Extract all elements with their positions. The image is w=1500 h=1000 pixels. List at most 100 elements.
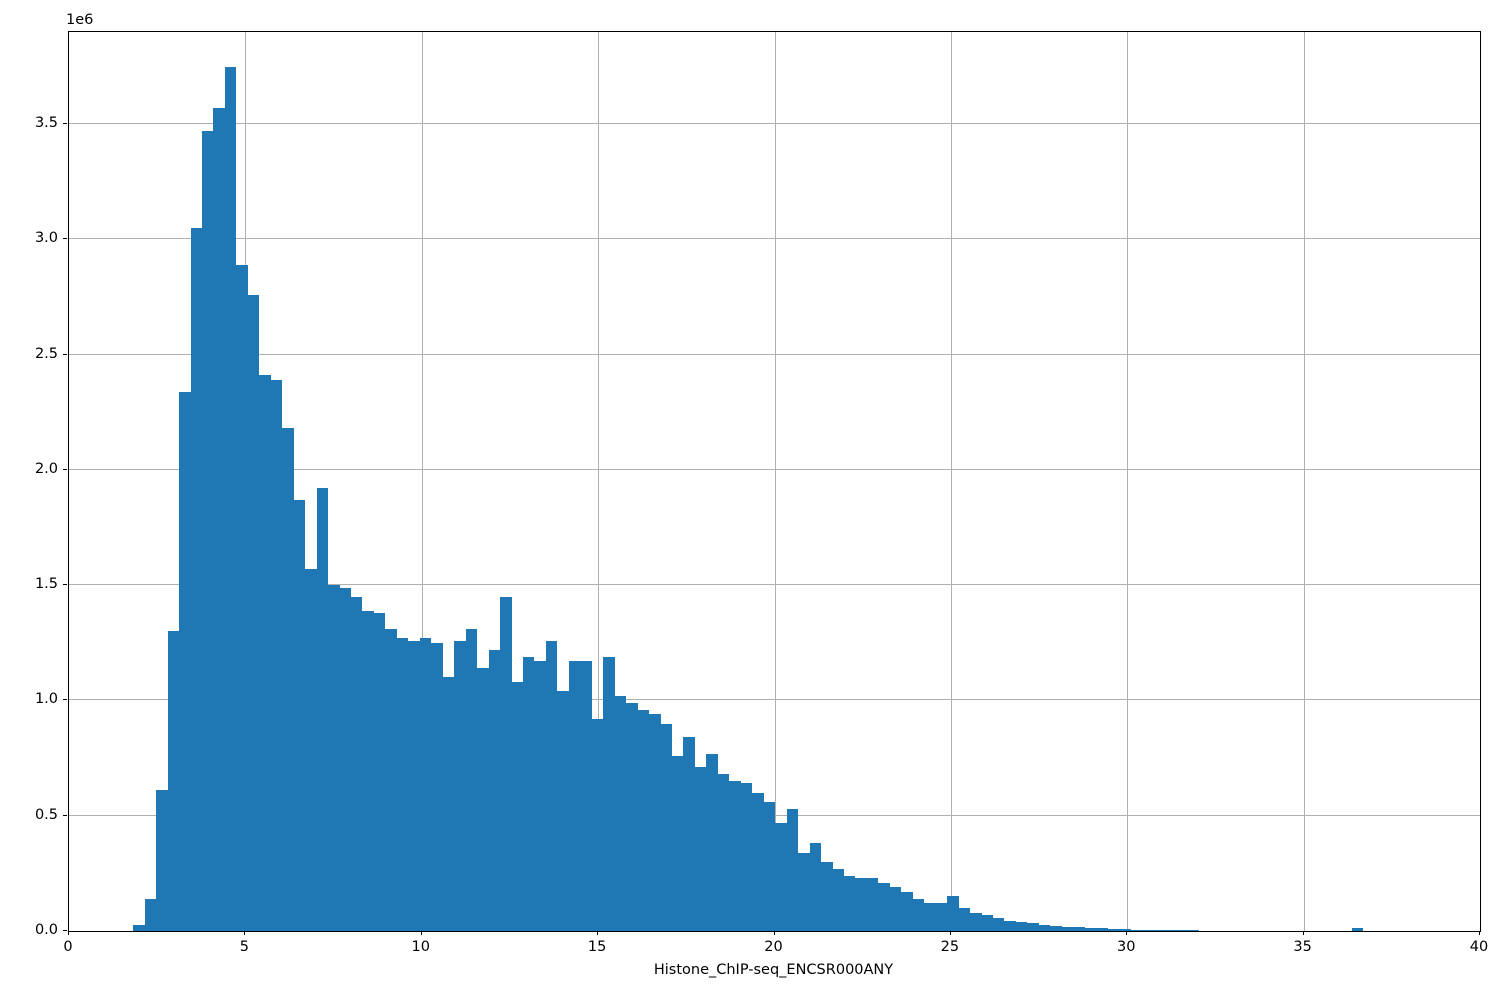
histogram-bar	[763, 801, 776, 931]
plot-area	[68, 31, 1481, 932]
y-tick-mark	[63, 469, 67, 470]
x-tick-mark	[950, 931, 951, 935]
gridline-vertical	[951, 32, 952, 931]
gridline-horizontal	[69, 238, 1480, 239]
histogram-bar	[1061, 926, 1074, 931]
histogram-bar	[1084, 927, 1097, 931]
histogram-bar	[1119, 929, 1131, 931]
x-tick-mark	[421, 931, 422, 935]
histogram-bar	[729, 781, 741, 931]
x-tick-mark	[1303, 931, 1304, 935]
histogram-bar	[213, 108, 225, 931]
x-tick-label: 35	[1293, 939, 1312, 955]
gridline-horizontal	[69, 699, 1480, 700]
histogram-bar	[901, 891, 913, 931]
histogram-bar	[442, 677, 455, 931]
histogram-bar	[557, 691, 569, 931]
x-tick-label: 15	[587, 939, 607, 955]
x-axis-label: Histone_ChIP-seq_ENCSR000ANY	[653, 962, 894, 978]
histogram-bar	[970, 912, 982, 931]
x-tick-label: 10	[411, 939, 430, 955]
histogram-bar	[362, 610, 374, 931]
histogram-bar	[465, 629, 478, 931]
histogram-bar	[201, 131, 214, 931]
histogram-bar	[1038, 925, 1051, 931]
histogram-bar	[580, 661, 592, 931]
histogram-bar	[912, 898, 925, 931]
histogram-bar	[591, 718, 604, 931]
y-tick-label: 3.0	[34, 230, 58, 247]
histogram-bar	[626, 702, 638, 931]
histogram-bar	[419, 638, 432, 931]
gridline-horizontal	[69, 584, 1480, 585]
histogram-bar	[133, 925, 145, 931]
histogram-bar	[351, 596, 363, 931]
histogram-bar	[672, 755, 684, 931]
histogram-bar	[1050, 925, 1062, 931]
histogram-bar	[1073, 927, 1085, 931]
histogram-bar	[1107, 928, 1120, 931]
gridline-horizontal	[69, 123, 1480, 124]
histogram-bar	[889, 887, 902, 931]
histogram-bar	[1164, 930, 1177, 931]
histogram-bar	[740, 783, 753, 931]
histogram-bar	[500, 596, 512, 931]
gridline-horizontal	[69, 469, 1480, 470]
histogram-bar	[282, 428, 294, 931]
histogram-bar	[809, 843, 822, 931]
histogram-bar	[1096, 928, 1108, 931]
histogram-bar	[534, 661, 546, 931]
histogram-bar	[958, 907, 971, 931]
histogram-bar	[717, 774, 730, 931]
histogram-bar	[786, 808, 799, 931]
histogram-bars	[69, 32, 1480, 931]
histogram-bar	[224, 66, 237, 931]
histogram-bar	[247, 294, 260, 931]
x-tick-label: 0	[63, 939, 73, 955]
x-tick-label: 5	[239, 939, 249, 955]
histogram-bar	[270, 380, 283, 931]
y-tick-label: 1.0	[34, 691, 58, 708]
histogram-bar	[981, 914, 994, 931]
histogram-bar	[1187, 930, 1200, 931]
histogram-bar	[603, 656, 615, 931]
y-axis-label: count	[0, 460, 2, 501]
histogram-bar	[683, 737, 695, 931]
gridline-vertical	[422, 32, 423, 931]
histogram-bar	[752, 792, 764, 931]
y-tick-mark	[63, 123, 67, 124]
x-tick-mark	[1479, 931, 1480, 935]
x-tick-mark	[68, 931, 69, 935]
histogram-bar	[1015, 921, 1028, 931]
y-tick-label: 2.0	[34, 460, 58, 477]
histogram-bar	[339, 587, 351, 931]
histogram-bar	[775, 822, 787, 931]
histogram-bar	[167, 631, 180, 931]
histogram-bar	[832, 868, 844, 931]
gridline-vertical	[598, 32, 599, 931]
histogram-bar	[924, 903, 936, 931]
histogram-bar	[878, 882, 890, 931]
histogram-bar	[843, 875, 856, 931]
x-tick-mark	[597, 931, 598, 935]
histogram-bar	[947, 896, 959, 931]
histogram-bar	[649, 714, 661, 931]
histogram-bar	[431, 642, 443, 931]
x-tick-label: 20	[764, 939, 783, 955]
y-tick-mark	[63, 699, 67, 700]
histogram-bar	[511, 682, 523, 931]
histogram-bar	[855, 877, 867, 931]
histogram-bar	[866, 877, 879, 931]
histogram-bar	[1004, 920, 1016, 931]
y-tick-mark	[63, 584, 67, 585]
y-tick-mark	[63, 930, 67, 931]
histogram-bar	[706, 753, 718, 931]
x-tick-mark	[244, 931, 245, 935]
histogram-bar	[1142, 929, 1154, 931]
histogram-bar	[1351, 927, 1364, 931]
histogram-bar	[305, 569, 317, 931]
histogram-bar	[1153, 930, 1165, 931]
histogram-bar	[1130, 929, 1143, 931]
histogram-bar	[545, 640, 558, 931]
y-tick-label: 0.5	[34, 806, 58, 823]
